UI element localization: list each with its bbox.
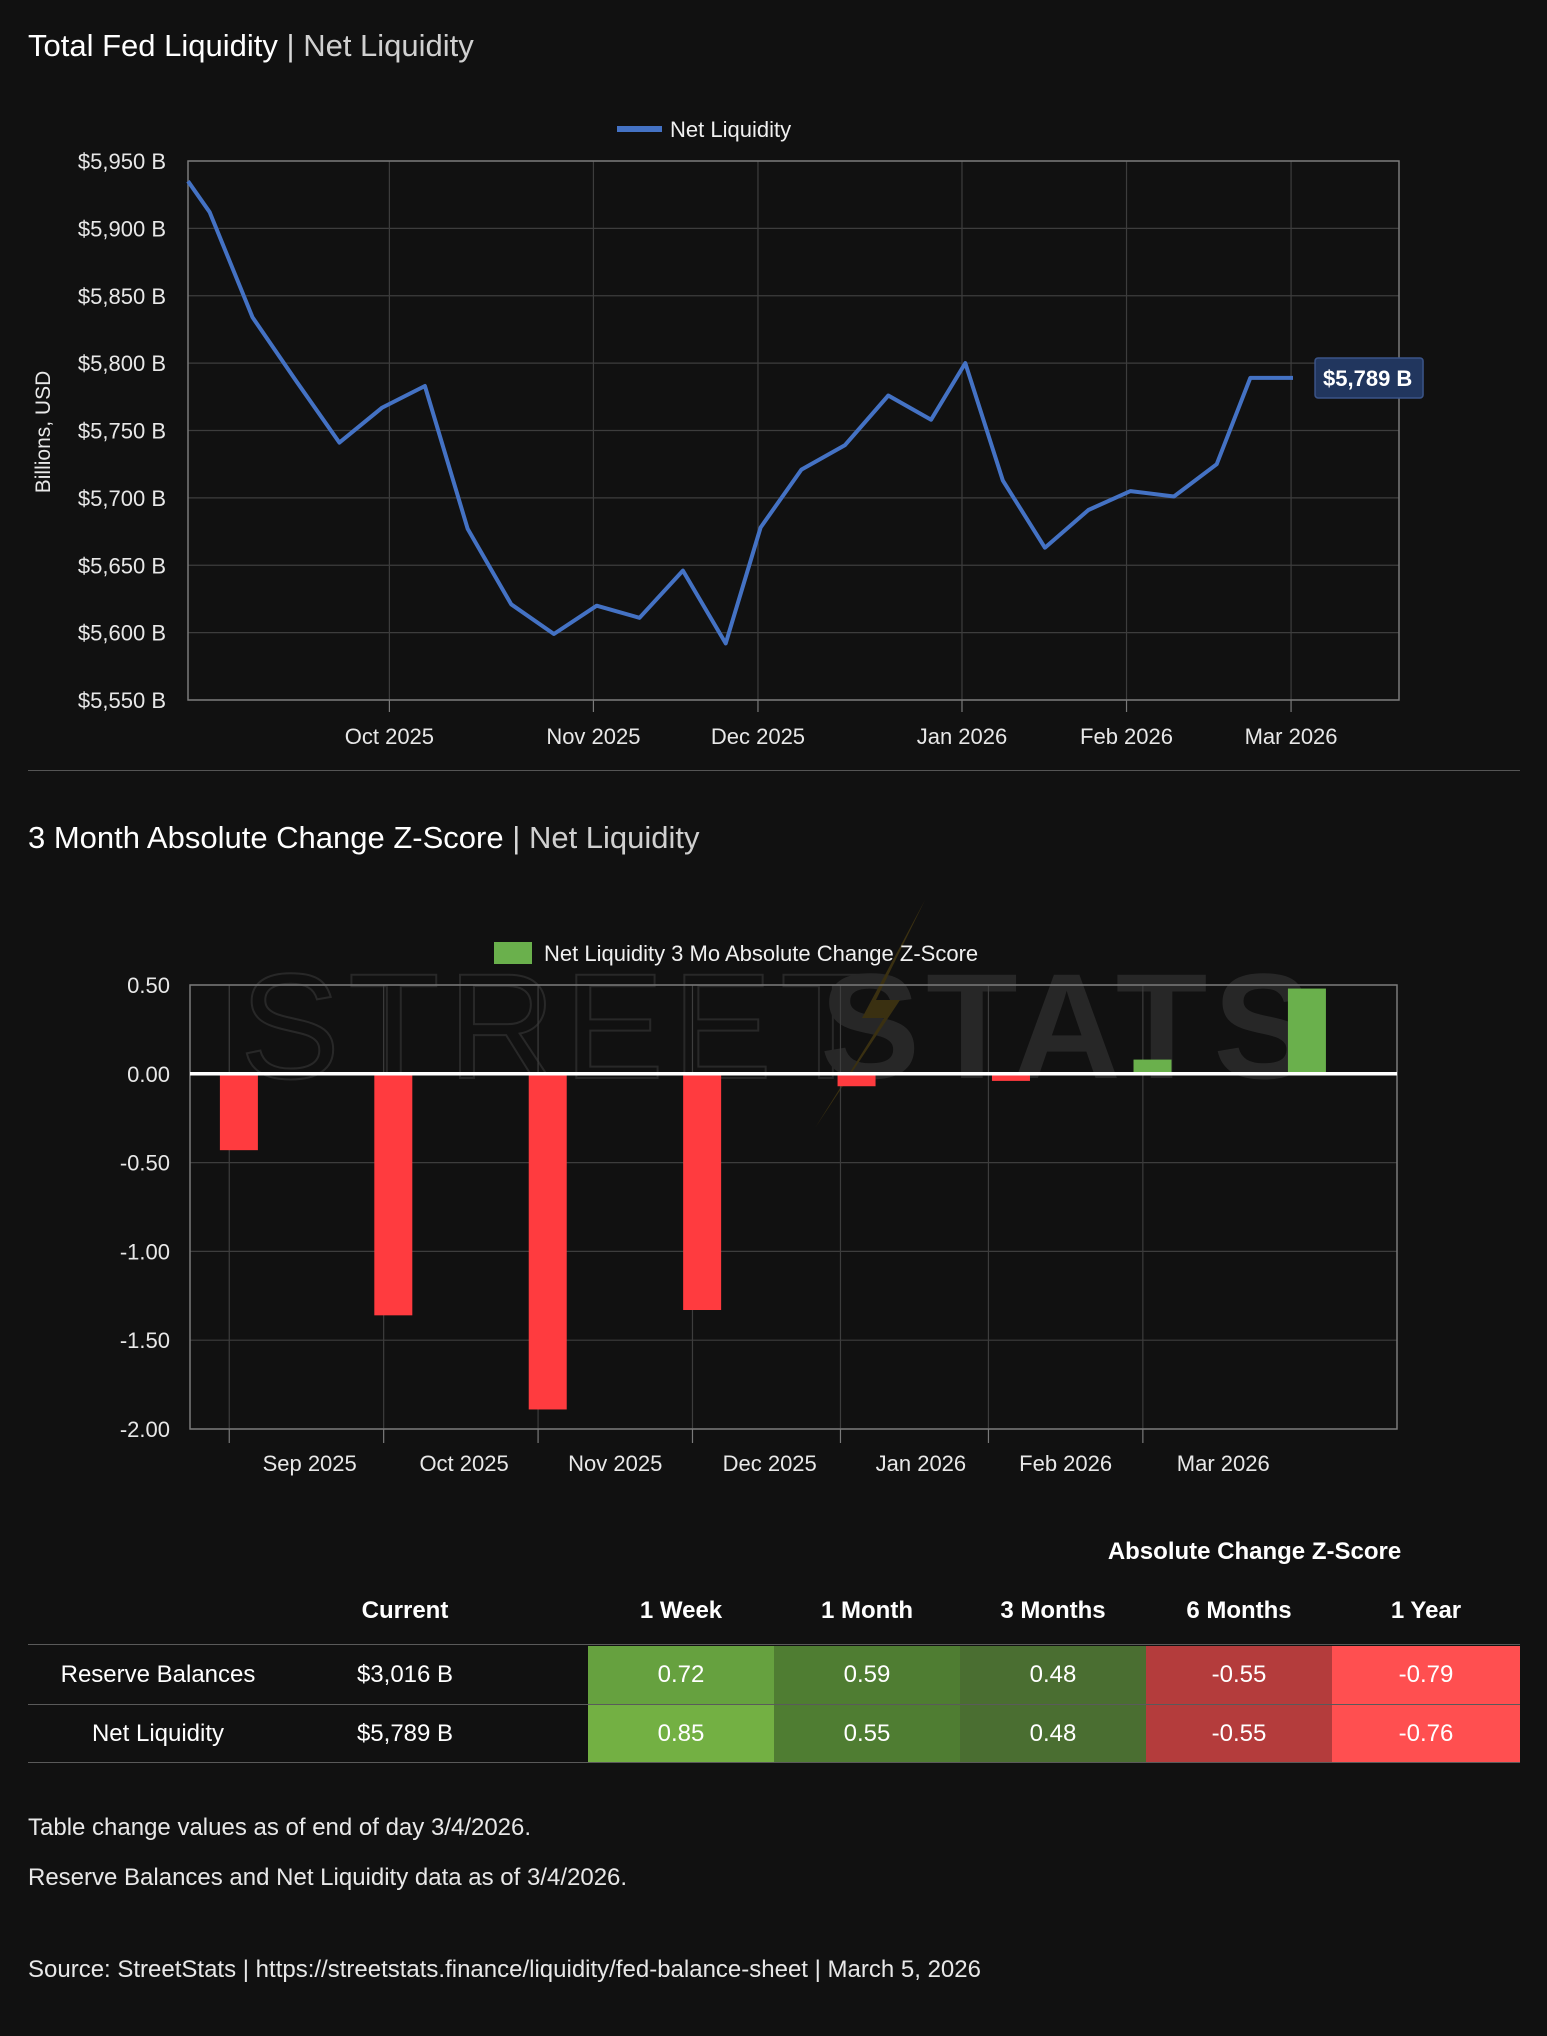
- zscore-bar: [683, 1073, 722, 1311]
- table-header-6-months: 6 Months: [1186, 1597, 1292, 1624]
- chart2-x-tick-label: Oct 2025: [419, 1451, 508, 1476]
- chart1-y-tick-label: $5,800 B: [78, 351, 166, 376]
- chart1-x-tick-label: Nov 2025: [546, 724, 640, 749]
- chart1-y-axis: $5,550 B $5,600 B $5,650 B $5,700 B $5,750 B…: [78, 149, 166, 713]
- chart2-x-axis: Sep 2025 Oct 2025 Nov 2025 Dec 2025 Jan 2026…: [228, 1429, 1270, 1476]
- chart1-legend: Net Liquidity: [617, 117, 791, 142]
- chart2-y-tick-label: -1.00: [120, 1239, 170, 1264]
- chart1-y-tick-label: $5,650 B: [78, 553, 166, 578]
- chart1-y-tick-label: $5,600 B: [78, 621, 166, 646]
- row-label: Reserve Balances: [60, 1661, 256, 1688]
- chart2-x-tick-label: Nov 2025: [568, 1451, 662, 1476]
- zscore-cell-1-week: 0.72: [588, 1646, 774, 1704]
- zscore-cell-1-month: 0.55: [774, 1705, 960, 1763]
- chart1-x-axis: Oct 2025 Nov 2025 Dec 2025 Jan 2026 Feb 2026…: [345, 700, 1338, 749]
- chart2-x-tick-label: Dec 2025: [723, 1451, 817, 1476]
- chart2-y-tick-label: -1.50: [120, 1328, 170, 1353]
- net-liquidity-line-chart: $5,550 B $5,600 B $5,650 B $5,700 B $5,750 B…: [32, 117, 1424, 749]
- chart1-last-value-annotation: $5,789 B: [1314, 357, 1424, 399]
- chart2-y-tick-label: -0.50: [120, 1151, 170, 1176]
- chart1-legend-label: Net Liquidity: [670, 117, 791, 142]
- zscore-cell-1-year: -0.76: [1332, 1705, 1520, 1763]
- chart1-annotation-box: [1314, 357, 1424, 399]
- zscore-bar: [219, 1073, 258, 1151]
- zscore-bar: [991, 1073, 1030, 1081]
- table-row: Reserve Balances $3,016 B 0.72 0.59 0.48…: [28, 1646, 1520, 1704]
- chart2-title-sub: Net Liquidity: [528, 820, 700, 855]
- table-group-heading: Absolute Change Z-Score: [1107, 1538, 1402, 1565]
- table-header-3-months: 3 Months: [1000, 1597, 1106, 1624]
- row-label: Net Liquidity: [91, 1720, 225, 1747]
- chart2-bars: [219, 988, 1326, 1410]
- chart1-y-tick-label: $5,550 B: [78, 688, 166, 713]
- chart1-title: Total Fed Liquidity | Net Liquidity: [28, 28, 474, 64]
- chart1-y-tick-label: $5,750 B: [78, 419, 166, 444]
- section-divider: [28, 770, 1520, 771]
- chart2-x-tick-label: Jan 2026: [876, 1451, 967, 1476]
- lightning-bolt-icon: [815, 900, 925, 1128]
- table-header-1-month: 1 Month: [821, 1597, 913, 1624]
- chart1-y-tick-label: $5,950 B: [78, 149, 166, 174]
- chart1-x-tick-label: Mar 2026: [1245, 724, 1338, 749]
- table-header-row: Current 1 Week 1 Month 3 Months 6 Months…: [28, 1582, 1520, 1640]
- zscore-bar: [374, 1073, 413, 1316]
- row-current-value: $3,016 B: [356, 1661, 454, 1688]
- chart2-x-tick-label: Sep 2025: [263, 1451, 357, 1476]
- chart1-y-tick-label: $5,900 B: [78, 216, 166, 241]
- chart1-gridlines: [188, 160, 1399, 701]
- zscore-cell-6-months: -0.55: [1146, 1646, 1332, 1704]
- chart2-y-tick-label: 0.50: [127, 973, 170, 998]
- chart1-y-axis-label: Billions, USD: [32, 371, 55, 494]
- chart2-plot-frame: [189, 984, 1398, 1430]
- chart1-y-tick-label: $5,850 B: [78, 284, 166, 309]
- watermark-stats-text: STATS: [820, 942, 1319, 1110]
- table-header-current: Current: [361, 1597, 449, 1624]
- chart1-title-separator: |: [286, 28, 295, 63]
- table-header-divider: [28, 1644, 1520, 1645]
- chart1-y-tick-label: $5,700 B: [78, 486, 166, 511]
- zscore-bar: [1287, 988, 1326, 1074]
- table-header-1-year: 1 Year: [1390, 1597, 1462, 1624]
- zscore-bar: [1133, 1059, 1172, 1074]
- chart2-x-tick-label: Mar 2026: [1177, 1451, 1270, 1476]
- zscore-cell-3-months: 0.48: [960, 1646, 1146, 1704]
- chart2-title: 3 Month Absolute Change Z-Score | Net Li…: [28, 820, 700, 856]
- row-current-value: $5,789 B: [356, 1720, 454, 1747]
- source-footer: Source: StreetStats | https://streetstat…: [28, 1956, 981, 1983]
- chart1-x-tick-label: Dec 2025: [711, 724, 805, 749]
- chart2-y-tick-label: 0.00: [127, 1062, 170, 1087]
- zscore-cell-1-month: 0.59: [774, 1646, 960, 1704]
- zscore-cell-1-year: -0.79: [1332, 1646, 1520, 1704]
- zscore-cell-1-week: 0.85: [588, 1705, 774, 1763]
- chart1-x-tick-label: Feb 2026: [1080, 724, 1173, 749]
- table-note-1: Table change values as of end of day 3/4…: [28, 1814, 532, 1841]
- table-bottom-divider: [28, 1762, 1520, 1763]
- zscore-bar: [837, 1073, 876, 1087]
- chart1-title-main: Total Fed Liquidity: [28, 28, 278, 63]
- chart2-legend: Net Liquidity 3 Mo Absolute Change Z-Sco…: [494, 941, 978, 966]
- chart2-x-tick-label: Feb 2026: [1019, 1451, 1112, 1476]
- table-note-2: Reserve Balances and Net Liquidity data …: [28, 1864, 628, 1891]
- chart2-legend-swatch: [494, 942, 532, 964]
- table-header-1-week: 1 Week: [639, 1597, 723, 1624]
- chart2-legend-label: Net Liquidity 3 Mo Absolute Change Z-Sco…: [544, 941, 978, 966]
- chart1-x-tick-label: Oct 2025: [345, 724, 434, 749]
- chart2-title-separator: |: [512, 820, 521, 855]
- chart2-y-axis: -2.00 -1.50 -1.00 -0.50 0.00 0.50: [120, 973, 170, 1442]
- chart1-plot-frame: [187, 160, 1400, 701]
- zscore-cell-6-months: -0.55: [1146, 1705, 1332, 1763]
- table-row-divider: [28, 1704, 1520, 1705]
- chart1-annotation-text: $5,789 B: [1323, 366, 1412, 391]
- zscore-bar-chart: STREET STATS -2.00-1.50-1.00-0.500.000.5…: [120, 900, 1398, 1476]
- zscore-bar: [528, 1073, 567, 1410]
- table-row: Net Liquidity $5,789 B 0.85 0.55 0.48 -0…: [28, 1705, 1520, 1763]
- chart2-y-tick-label: -2.00: [120, 1417, 170, 1442]
- chart2-title-main: 3 Month Absolute Change Z-Score: [28, 820, 504, 855]
- chart1-x-tick-label: Jan 2026: [917, 724, 1008, 749]
- table-header-label-col: [28, 1582, 288, 1640]
- zscore-cell-3-months: 0.48: [960, 1705, 1146, 1763]
- chart1-title-sub: Net Liquidity: [303, 28, 474, 63]
- net-liquidity-series-line: [186, 180, 1293, 646]
